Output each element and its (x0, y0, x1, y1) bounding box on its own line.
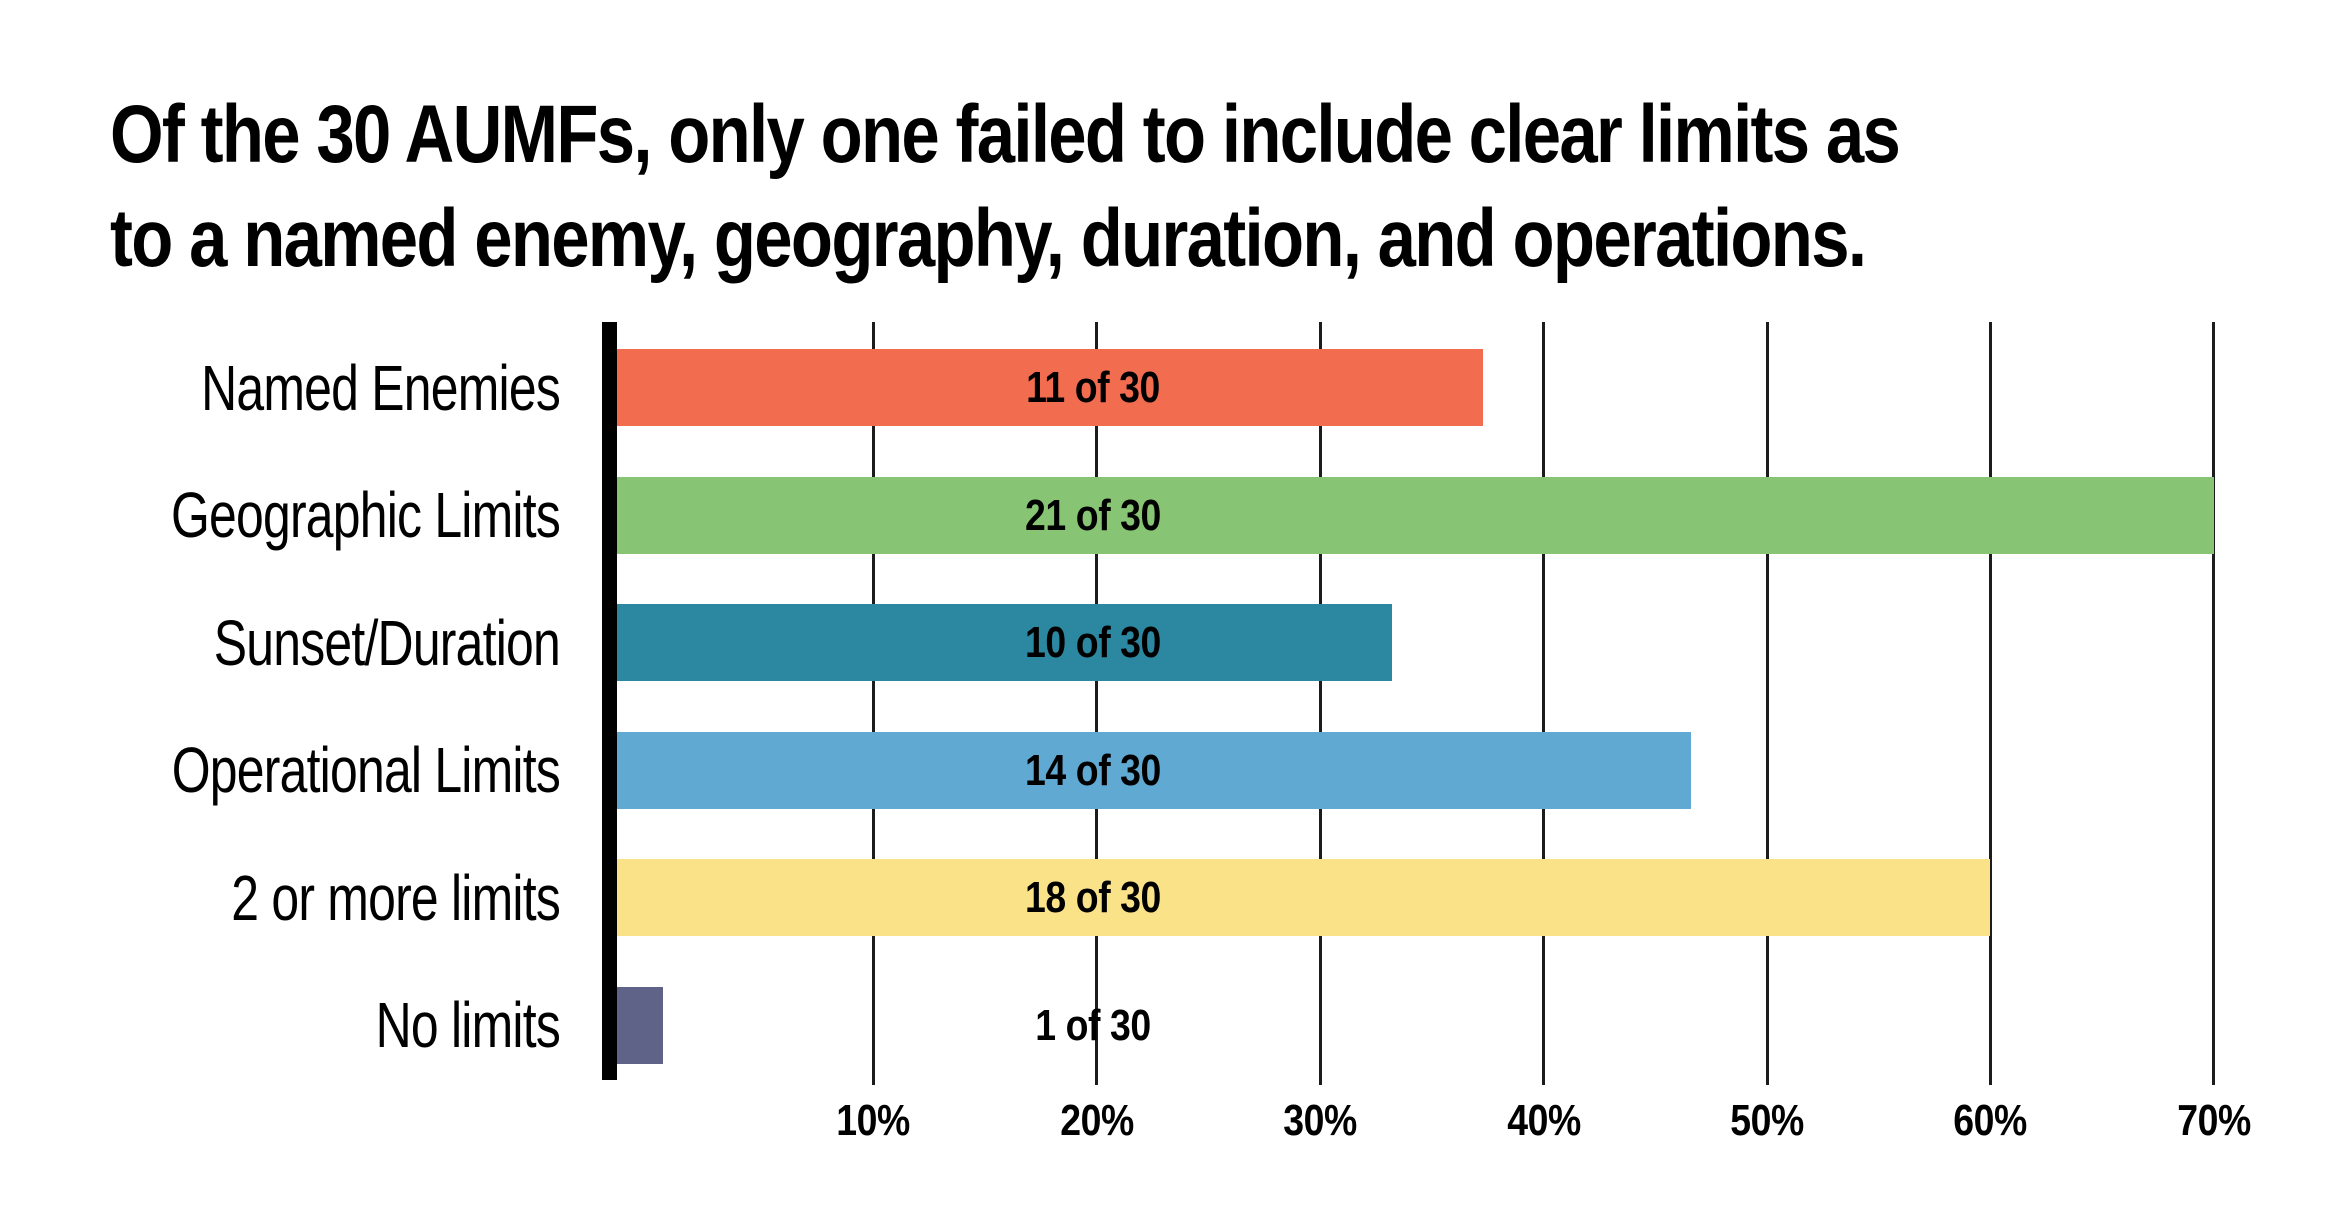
bar (617, 476, 2214, 554)
gridline (1095, 322, 1099, 1085)
bar-value-label: 21 of 30 (1025, 490, 1162, 540)
x-axis-tick-label: 30% (1283, 1096, 1357, 1145)
x-axis-tick-label: 20% (1059, 1096, 1134, 1145)
x-axis-tick-label: 70% (2177, 1096, 2251, 1145)
category-label: Operational Limits (171, 734, 561, 806)
bar-value-label: 11 of 30 (1026, 363, 1161, 412)
category-label: Sunset/Duration (213, 606, 561, 679)
plot-area: 10% 20% 30% 40% 50% 60% 70% 11 of 30 21 of 30 10 … (617, 322, 2336, 1145)
bar-value-label: 10 of 30 (1025, 618, 1162, 667)
x-axis-tick-label: 40% (1506, 1096, 1581, 1145)
bar-value-label: 1 of 30 (1035, 1000, 1151, 1050)
y-axis-line (602, 322, 617, 1080)
bar (617, 986, 664, 1064)
bar-value-label: 14 of 30 (1025, 745, 1162, 795)
gridline (1542, 322, 1546, 1085)
gridline (1988, 322, 1992, 1085)
chart-title-line-1: Of the 30 AUMFs, only one failed to incl… (110, 88, 1901, 180)
chart-title: Of the 30 AUMFs, only one failed to incl… (110, 83, 1901, 291)
bar-value-label: 18 of 30 (1025, 873, 1162, 922)
gridline (1765, 322, 1769, 1085)
gridline (2212, 322, 2216, 1085)
bar (617, 731, 1692, 809)
gridline (871, 322, 875, 1085)
chart-title-line-2: to a named enemy, geography, duration, a… (110, 192, 1867, 284)
category-label: No limits (375, 989, 561, 1061)
category-label: Named Enemies (201, 351, 561, 424)
bar (617, 349, 1484, 426)
x-axis-tick-label: 10% (836, 1096, 910, 1145)
x-axis-tick-label: 50% (1730, 1096, 1804, 1145)
bar (617, 859, 1991, 936)
x-axis-tick-label: 60% (1953, 1096, 2028, 1145)
bar (617, 604, 1393, 681)
gridline (1318, 322, 1322, 1085)
category-label: 2 or more limits (231, 861, 560, 934)
category-label: Geographic Limits (170, 479, 561, 551)
